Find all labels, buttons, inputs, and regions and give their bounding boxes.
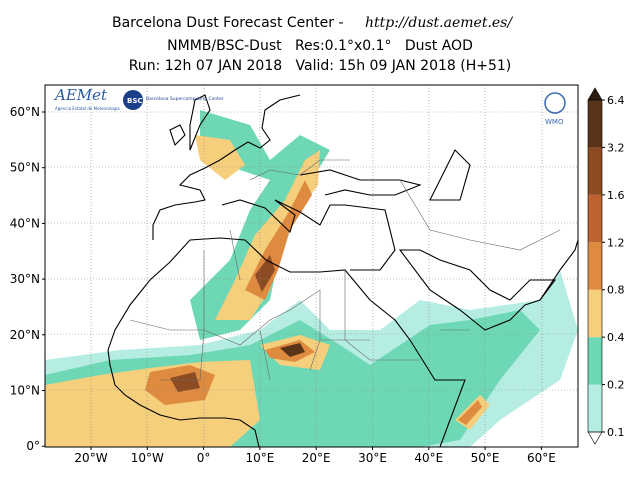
colorbar-segment — [588, 242, 602, 290]
lat-label: 50°N — [10, 161, 40, 175]
aemet-logo: AEMet — [53, 86, 108, 104]
bsc-subtitle: Barcelona Supercomputing Center — [146, 96, 224, 102]
wmo-icon — [544, 92, 566, 114]
subtitle: NMMB/BSC-Dust Res:0.1°x0.1° Dust AOD — [167, 38, 473, 54]
lon-labels: 20°W 10°W 0° 10°E 20°E 30°E 40°E 50°E 60°E — [74, 447, 556, 465]
lat-label: 0° — [26, 439, 40, 453]
colorbar-label: 0.8 — [607, 284, 625, 297]
wmo-logo: WMO — [545, 118, 564, 126]
bsc-icon — [123, 90, 143, 110]
colorbar-label: 1.2 — [607, 236, 625, 249]
title: Barcelona Dust Forecast Center - — [112, 15, 348, 31]
map-frame — [44, 84, 579, 448]
lon-label: 10°E — [245, 451, 274, 465]
lon-label: 20°E — [302, 451, 331, 465]
colorbar: 0.1 0.2 0.4 0.8 1.2 1.6 3.2 6.4 — [587, 87, 625, 445]
borders — [129, 159, 561, 381]
colorbar-label: 1.6 — [607, 189, 625, 202]
colorbar-under — [587, 431, 603, 445]
map — [45, 85, 578, 447]
colorbar-segment — [588, 384, 602, 432]
lat-label: 30°N — [10, 272, 40, 286]
lat-label: 20°N — [10, 328, 40, 342]
title-url: http://dust.aemet.es/ — [365, 15, 513, 31]
lon-label: 60°E — [527, 451, 556, 465]
lon-label: 50°E — [471, 451, 500, 465]
lon-label: 20°W — [74, 451, 107, 465]
colorbar-segment — [588, 100, 602, 148]
dust-field — [45, 110, 578, 447]
colorbar-segment — [588, 147, 602, 195]
colorbar-label: 3.2 — [607, 141, 625, 154]
bsc-logo: BSC — [127, 97, 143, 105]
colorbar-segment — [588, 289, 602, 338]
lon-label: 40°E — [414, 451, 443, 465]
colorbar-label: 0.1 — [607, 426, 625, 439]
coastlines — [107, 94, 578, 447]
colorbar-segment — [588, 194, 602, 243]
lon-label: 10°W — [131, 451, 164, 465]
lat-label: 60°N — [10, 105, 40, 119]
colorbar-label: 0.4 — [607, 331, 625, 344]
colorbar-label: 6.4 — [607, 94, 625, 107]
aemet-subtitle: Agencia Estatal de Meteorología — [55, 106, 120, 111]
colorbar-frame — [587, 99, 603, 433]
lon-label: 0° — [197, 451, 211, 465]
lat-labels: 60°N 50°N 40°N 30°N 20°N 10°N 0° — [10, 105, 45, 453]
grid — [45, 85, 578, 447]
lon-label: 30°E — [358, 451, 387, 465]
colorbar-segment — [588, 337, 602, 385]
lat-label: 40°N — [10, 216, 40, 230]
lat-label: 10°N — [10, 384, 40, 398]
logo-aemet: AEMet Agencia Estatal de Meteorología BS… — [53, 86, 566, 126]
colorbar-label: 0.2 — [607, 379, 625, 392]
colorbar-over — [587, 87, 603, 101]
run-info: Run: 12h 07 JAN 2018 Valid: 15h 09 JAN 2… — [129, 58, 512, 74]
